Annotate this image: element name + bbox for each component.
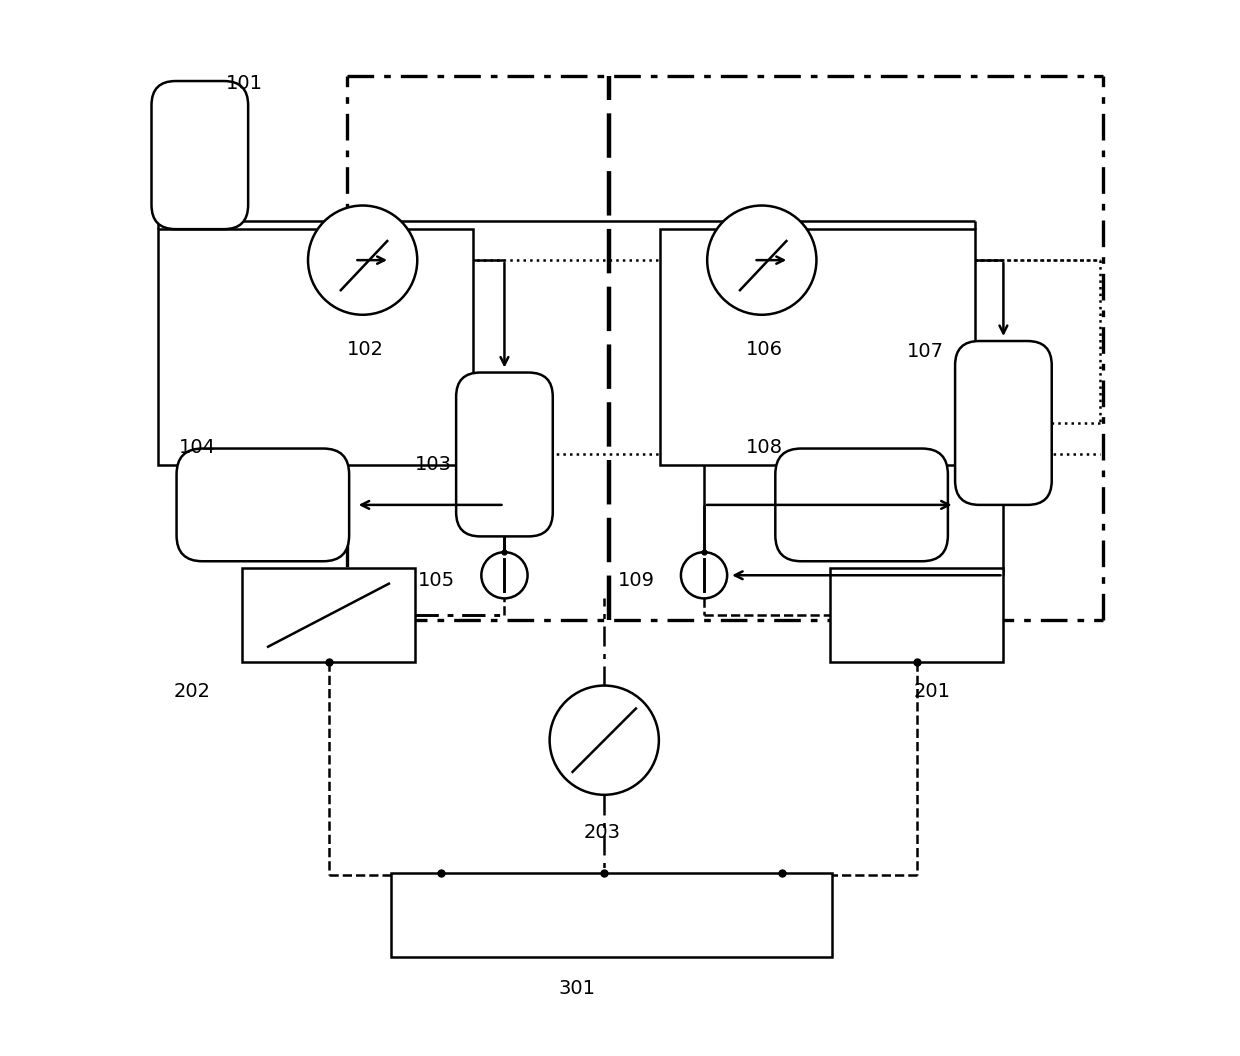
Circle shape — [549, 685, 658, 795]
Text: 108: 108 — [746, 437, 782, 456]
Bar — [391, 872, 832, 957]
Text: 102: 102 — [347, 340, 384, 359]
Bar — [830, 568, 1003, 662]
Text: 201: 201 — [914, 682, 951, 701]
Text: 301: 301 — [559, 979, 595, 998]
Text: 202: 202 — [174, 682, 211, 701]
FancyBboxPatch shape — [176, 449, 350, 561]
Text: 106: 106 — [746, 340, 782, 359]
Text: 109: 109 — [618, 571, 655, 590]
Text: 101: 101 — [226, 74, 263, 93]
Circle shape — [681, 552, 727, 599]
FancyBboxPatch shape — [456, 373, 553, 536]
Bar — [660, 228, 975, 465]
Text: 104: 104 — [179, 437, 216, 456]
Circle shape — [308, 206, 418, 315]
FancyBboxPatch shape — [775, 449, 947, 561]
FancyBboxPatch shape — [151, 81, 248, 229]
Text: 107: 107 — [906, 342, 944, 361]
Text: 105: 105 — [418, 571, 455, 590]
Bar — [157, 228, 472, 465]
Circle shape — [481, 552, 527, 599]
Text: 103: 103 — [415, 455, 453, 474]
Bar — [242, 568, 415, 662]
FancyBboxPatch shape — [955, 341, 1052, 505]
Text: 203: 203 — [583, 823, 620, 842]
Circle shape — [707, 206, 816, 315]
